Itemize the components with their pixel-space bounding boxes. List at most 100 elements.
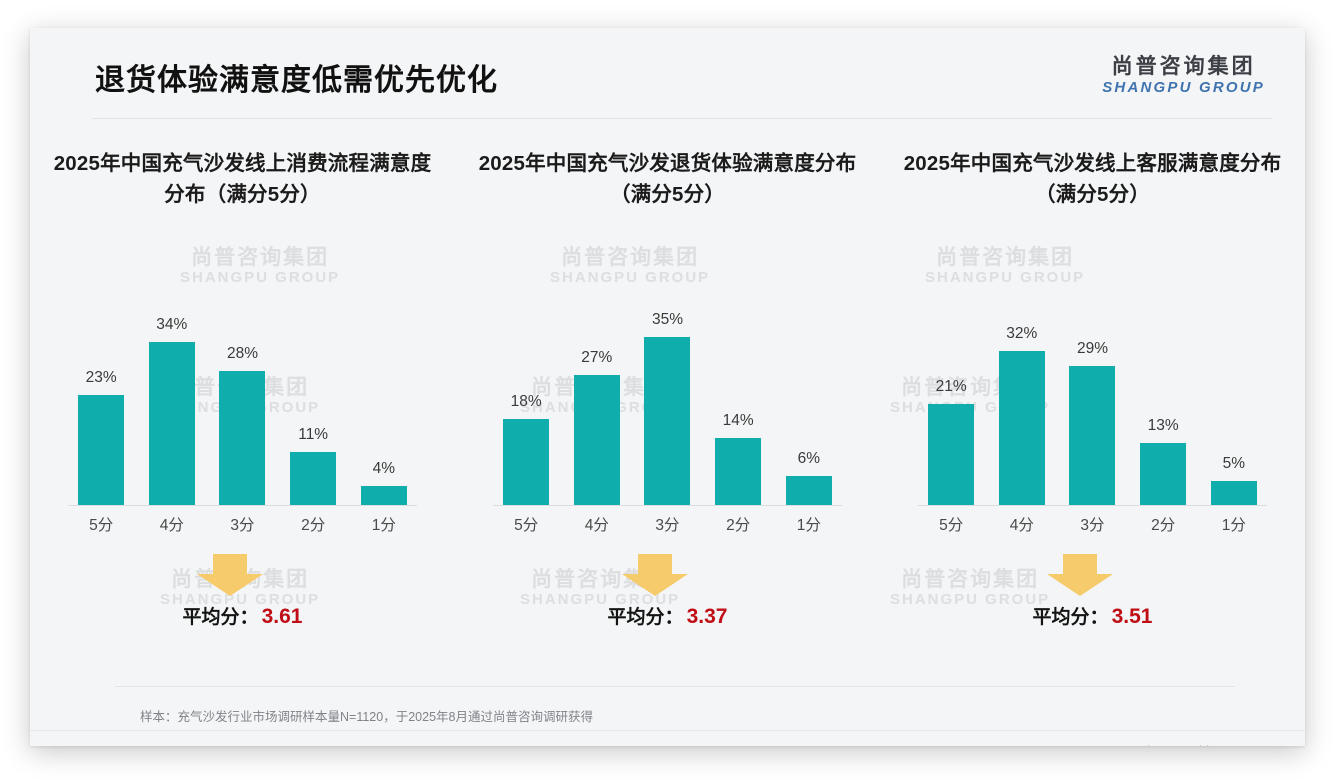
bar-value-label: 34% — [156, 315, 188, 333]
average-score-value: 3.51 — [1111, 605, 1153, 628]
average-score-block: 平均分： 3.61 — [30, 554, 455, 644]
bar-item[interactable]: 4% — [351, 283, 417, 505]
x-axis-tick: 1分 — [796, 517, 821, 534]
x-axis-labels: 5分 4分 3分 2分 1分 — [918, 508, 1267, 540]
page-title: 退货体验满意度低需优先优化 — [95, 64, 498, 97]
bar-value-label: 11% — [298, 426, 329, 444]
x-axis-tick: 5分 — [514, 517, 539, 534]
bar-item[interactable]: 6% — [776, 283, 842, 505]
bar-value-label: 28% — [226, 344, 258, 362]
bar-value-label: 18% — [510, 392, 542, 410]
x-axis-tick: 2分 — [726, 517, 751, 534]
x-axis-tick: 5分 — [89, 517, 114, 534]
bar-rect[interactable] — [503, 418, 550, 505]
bar-item[interactable]: 11% — [280, 283, 346, 505]
footer-copyright: ©2025.10 SHANGPU GROUP — [105, 744, 274, 746]
bar-value-label: 23% — [85, 368, 117, 386]
chart-panel-return-experience: 2025年中国充气沙发退货体验满意度分布（满分5分） 18% 27% 35% — [455, 148, 880, 644]
bar-value-label: 35% — [651, 311, 683, 328]
bar-rect[interactable] — [573, 375, 620, 505]
logo-chinese-text: 尚普咨询集团 — [1111, 55, 1256, 78]
x-axis-tick: 2分 — [301, 517, 326, 534]
logo-english-text: SHANGPU GROUP — [1102, 79, 1265, 97]
average-score-value: 3.61 — [261, 605, 303, 628]
bar-value-label: 29% — [1076, 339, 1108, 357]
bar-value-label: 6% — [797, 450, 821, 468]
charts-row: 2025年中国充气沙发线上消费流程满意度分布（满分5分） 23% 34% 28% — [30, 148, 1305, 644]
bar-rect[interactable] — [1140, 442, 1187, 505]
bar-value-label: 13% — [1147, 416, 1179, 434]
bar-rect[interactable] — [1069, 365, 1116, 505]
sample-footnote: 样本：充气沙发行业市场调研样本量N=1120，于2025年8月通过尚普咨询调研获… — [140, 710, 593, 724]
average-score: 平均分： 3.37 — [608, 602, 728, 629]
chart-panel-consumption-flow: 2025年中国充气沙发线上消费流程满意度分布（满分5分） 23% 34% 28% — [30, 148, 455, 644]
down-arrow-icon — [1046, 554, 1113, 596]
bar-rect[interactable] — [644, 337, 691, 505]
x-axis-tick: 1分 — [1221, 517, 1246, 534]
bar-rect[interactable] — [360, 485, 407, 505]
bar-value-label: 32% — [1006, 325, 1038, 343]
average-score-label: 平均分： — [607, 607, 684, 628]
x-axis-tick: 2分 — [1151, 517, 1176, 534]
chart-panel-customer-service: 2025年中国充气沙发线上客服满意度分布（满分5分） 21% 32% 29% — [880, 148, 1305, 644]
bar-rect[interactable] — [219, 370, 266, 505]
bar-item[interactable]: 34% — [139, 283, 205, 505]
average-score-label: 平均分： — [182, 607, 259, 628]
bar-rect[interactable] — [1210, 481, 1257, 505]
bar-item[interactable]: 23% — [68, 283, 134, 505]
chart-baseline — [68, 505, 417, 506]
bar-rect[interactable] — [715, 437, 762, 505]
bar-value-label: 5% — [1222, 455, 1246, 472]
down-arrow-icon — [621, 554, 688, 596]
bar-chart: 23% 34% 28% 11% — [68, 250, 417, 540]
x-axis-tick: 4分 — [1009, 517, 1034, 534]
bar-item[interactable]: 21% — [918, 283, 984, 505]
header-divider — [92, 118, 1272, 119]
bar-chart: 18% 27% 35% 14% — [493, 250, 842, 540]
average-score-block: 平均分： 3.37 — [455, 554, 880, 644]
bar-item[interactable]: 18% — [493, 283, 559, 505]
bar-item[interactable]: 32% — [989, 283, 1055, 505]
average-score: 平均分： 3.61 — [183, 602, 303, 629]
bar-rect[interactable] — [148, 341, 195, 505]
slide-card: 退货体验满意度低需优先优化 尚普咨询集团 SHANGPU GROUP 尚普咨询集… — [30, 28, 1305, 746]
average-score-label: 平均分： — [1032, 607, 1109, 628]
chart-title: 2025年中国充气沙发线上消费流程满意度分布（满分5分） — [53, 152, 432, 206]
bar-rect[interactable] — [998, 351, 1045, 505]
footer-website[interactable]: www.shangpu-china.com — [1111, 744, 1250, 746]
bar-rect[interactable] — [290, 452, 337, 505]
x-axis-labels: 5分 4分 3分 2分 1分 — [68, 508, 417, 540]
x-axis-tick: 1分 — [371, 517, 396, 534]
bar-group: 21% 32% 29% 13% — [918, 283, 1267, 505]
bar-item[interactable]: 28% — [209, 283, 275, 505]
bar-group: 18% 27% 35% 14% — [493, 283, 842, 505]
bar-item[interactable]: 27% — [564, 283, 630, 505]
average-score-block: 平均分： 3.51 — [880, 554, 1305, 644]
chart-title: 2025年中国充气沙发线上客服满意度分布（满分5分） — [903, 152, 1282, 206]
slide-header: 退货体验满意度低需优先优化 尚普咨询集团 SHANGPU GROUP — [30, 28, 1305, 120]
x-axis-tick: 3分 — [230, 517, 255, 534]
chart-baseline — [493, 505, 842, 506]
bar-rect[interactable] — [785, 476, 832, 505]
bar-chart: 21% 32% 29% 13% — [918, 250, 1267, 540]
x-axis-tick: 4分 — [159, 517, 184, 534]
bar-item[interactable]: 14% — [705, 283, 771, 505]
average-score-value: 3.37 — [686, 605, 728, 628]
bar-item[interactable]: 29% — [1059, 283, 1125, 505]
bar-value-label: 14% — [722, 411, 754, 429]
x-axis-tick: 3分 — [655, 517, 680, 534]
company-logo: 尚普咨询集团 SHANGPU GROUP — [1102, 55, 1265, 97]
footer-divider — [30, 730, 1305, 731]
bar-group: 23% 34% 28% 11% — [68, 283, 417, 505]
x-axis-tick: 5分 — [939, 517, 964, 534]
chart-baseline — [918, 505, 1267, 506]
bar-value-label: 27% — [581, 349, 613, 367]
bar-item[interactable]: 35% — [634, 283, 700, 505]
x-axis-tick: 4分 — [584, 517, 609, 534]
bar-item[interactable]: 5% — [1201, 283, 1267, 505]
bar-rect[interactable] — [928, 404, 975, 505]
bar-rect[interactable] — [78, 394, 125, 505]
footnote-divider — [115, 686, 1235, 687]
bar-item[interactable]: 13% — [1130, 283, 1196, 505]
down-arrow-icon — [196, 554, 263, 596]
